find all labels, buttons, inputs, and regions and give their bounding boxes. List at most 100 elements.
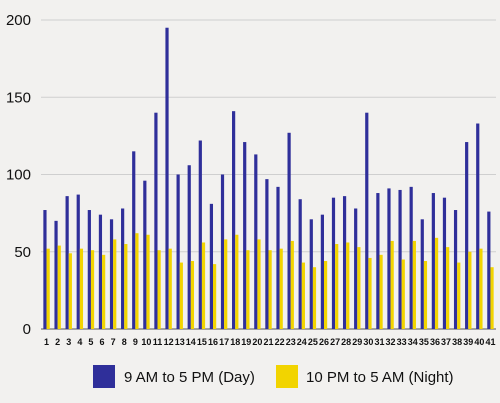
bar-day (276, 186, 280, 329)
bar-day (331, 197, 336, 329)
bar-night (268, 250, 272, 329)
x-tick-label: 13 (175, 337, 185, 347)
bar-day (54, 220, 58, 329)
bar-day (154, 112, 158, 329)
bar-night (335, 244, 339, 329)
bar-night (290, 240, 294, 329)
x-tick-label: 8 (122, 337, 127, 347)
bar-day (265, 179, 269, 329)
bar-night (135, 233, 139, 329)
x-tick-label: 28 (341, 337, 351, 347)
bar-night (279, 248, 283, 329)
bar-day (476, 123, 480, 329)
bar-night (157, 250, 161, 329)
bar-night (390, 240, 394, 329)
bar-night (434, 237, 439, 329)
bar-day (220, 174, 225, 329)
legend-swatch-day (93, 365, 115, 388)
y-axis: 0 50 100 150 200 (6, 12, 31, 338)
x-tick-label: 38 (452, 337, 462, 347)
bar-day (420, 219, 424, 329)
bar-day (176, 174, 180, 329)
y-tick-label: 50 (14, 244, 31, 261)
bar-night (57, 245, 61, 329)
bar-day (232, 111, 236, 329)
x-tick-label: 7 (111, 337, 116, 347)
bar-night (479, 248, 483, 329)
x-tick-label: 4 (77, 337, 82, 347)
bar-night (68, 253, 72, 329)
bar-night (146, 234, 150, 329)
bar-night (468, 251, 472, 329)
bar-night (368, 257, 372, 329)
y-tick-label: 100 (6, 167, 31, 184)
bar-night (412, 240, 416, 329)
x-tick-label: 29 (352, 337, 362, 347)
x-tick-label: 17 (219, 337, 229, 347)
bar-day (431, 193, 435, 329)
legend: 9 AM to 5 PM (Day) 10 PM to 5 AM (Night) (93, 365, 454, 388)
bar-night (201, 242, 206, 329)
x-tick-label: 39 (463, 337, 473, 347)
x-tick-label: 18 (230, 337, 240, 347)
bar-day (487, 211, 491, 329)
bar-night (312, 267, 317, 329)
bar-night (190, 261, 195, 329)
bar-day (143, 180, 147, 329)
x-tick-label: 32 (386, 337, 396, 347)
bar-day (109, 219, 114, 329)
x-tick-label: 23 (286, 337, 296, 347)
x-tick-label: 24 (297, 337, 307, 347)
bar-day (376, 193, 380, 329)
bar-night (79, 248, 84, 329)
x-tick-label: 9 (133, 337, 138, 347)
x-tick-label: 31 (374, 337, 384, 347)
bar-day (453, 210, 458, 329)
bar-night (446, 247, 450, 329)
bar-day (187, 165, 191, 329)
bar-day (76, 194, 80, 329)
bar-day (65, 196, 69, 329)
bar-day (43, 210, 47, 329)
bar-night (490, 267, 494, 329)
bar-day (209, 203, 214, 329)
x-tick-label: 16 (208, 337, 218, 347)
bar-day (132, 151, 136, 329)
x-tick-label: 1 (44, 337, 49, 347)
bar-night (224, 239, 228, 329)
bar-day (87, 210, 91, 329)
bar-day (365, 112, 369, 329)
bar-night (168, 248, 172, 329)
bar-night (323, 261, 328, 329)
bar-day (320, 214, 324, 329)
bar-day (254, 154, 258, 329)
x-tick-label: 14 (186, 337, 196, 347)
x-tick-label: 3 (66, 337, 71, 347)
x-tick-label: 37 (441, 337, 451, 347)
bar-night (46, 248, 50, 329)
bar-night (257, 239, 261, 329)
y-tick-label: 200 (6, 12, 31, 29)
bar-night (346, 242, 350, 329)
x-tick-label: 11 (153, 337, 163, 347)
x-tick-label: 35 (419, 337, 429, 347)
bar-day (309, 219, 313, 329)
y-tick-label: 150 (6, 89, 31, 106)
bar-day (121, 208, 125, 329)
x-tick-label: 26 (319, 337, 329, 347)
x-tick-label: 20 (252, 337, 262, 347)
x-tick-label: 15 (197, 337, 207, 347)
bar-day (409, 186, 413, 329)
x-axis: 1 2 3 4 5 6 7 8 9 10 11 12 13 14 15 16 17 18 19 20 21 22 23 24 2… (44, 337, 495, 347)
x-tick-label: 40 (474, 337, 484, 347)
bar-night (246, 250, 250, 329)
bar-day (387, 188, 391, 329)
bar-night (423, 261, 428, 329)
bar-night (90, 250, 95, 329)
x-tick-label: 21 (263, 337, 273, 347)
bar-day (298, 199, 302, 329)
x-tick-label: 19 (241, 337, 251, 347)
bar-day (287, 132, 291, 329)
bar-day (198, 140, 202, 329)
bar-day (342, 196, 347, 329)
